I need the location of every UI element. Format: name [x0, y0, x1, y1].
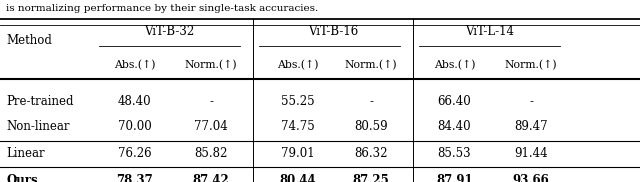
Text: 87.91: 87.91: [436, 174, 473, 182]
Text: 86.32: 86.32: [355, 147, 388, 160]
Text: 55.25: 55.25: [281, 95, 314, 108]
Text: 66.40: 66.40: [438, 95, 471, 108]
Text: Pre-trained: Pre-trained: [6, 95, 74, 108]
Text: 80.44: 80.44: [279, 174, 316, 182]
Text: 84.40: 84.40: [438, 120, 471, 133]
Text: 70.00: 70.00: [118, 120, 151, 133]
Text: Abs.(↑): Abs.(↑): [114, 60, 155, 70]
Text: -: -: [369, 95, 373, 108]
Text: Norm.(↑): Norm.(↑): [505, 60, 557, 70]
Text: ViT-B-32: ViT-B-32: [145, 25, 195, 38]
Text: 76.26: 76.26: [118, 147, 151, 160]
Text: 87.42: 87.42: [193, 174, 230, 182]
Text: 48.40: 48.40: [118, 95, 151, 108]
Text: 93.66: 93.66: [513, 174, 550, 182]
Text: 78.37: 78.37: [116, 174, 153, 182]
Text: ViT-B-16: ViT-B-16: [308, 25, 358, 38]
Text: 77.04: 77.04: [195, 120, 228, 133]
Text: Abs.(↑): Abs.(↑): [277, 60, 318, 70]
Text: Norm.(↑): Norm.(↑): [345, 60, 397, 70]
Text: Method: Method: [6, 34, 52, 48]
Text: Non-linear: Non-linear: [6, 120, 70, 133]
Text: -: -: [209, 95, 213, 108]
Text: Ours: Ours: [6, 174, 38, 182]
Text: 74.75: 74.75: [281, 120, 314, 133]
Text: Abs.(↑): Abs.(↑): [434, 60, 475, 70]
Text: 91.44: 91.44: [515, 147, 548, 160]
Text: 85.53: 85.53: [438, 147, 471, 160]
Text: -: -: [529, 95, 533, 108]
Text: is normalizing performance by their single-task accuracies.: is normalizing performance by their sing…: [6, 4, 319, 13]
Text: 79.01: 79.01: [281, 147, 314, 160]
Text: ViT-L-14: ViT-L-14: [465, 25, 514, 38]
Text: 80.59: 80.59: [355, 120, 388, 133]
Text: Norm.(↑): Norm.(↑): [185, 60, 237, 70]
Text: 85.82: 85.82: [195, 147, 228, 160]
Text: 87.25: 87.25: [353, 174, 390, 182]
Text: 89.47: 89.47: [515, 120, 548, 133]
Text: Linear: Linear: [6, 147, 45, 160]
